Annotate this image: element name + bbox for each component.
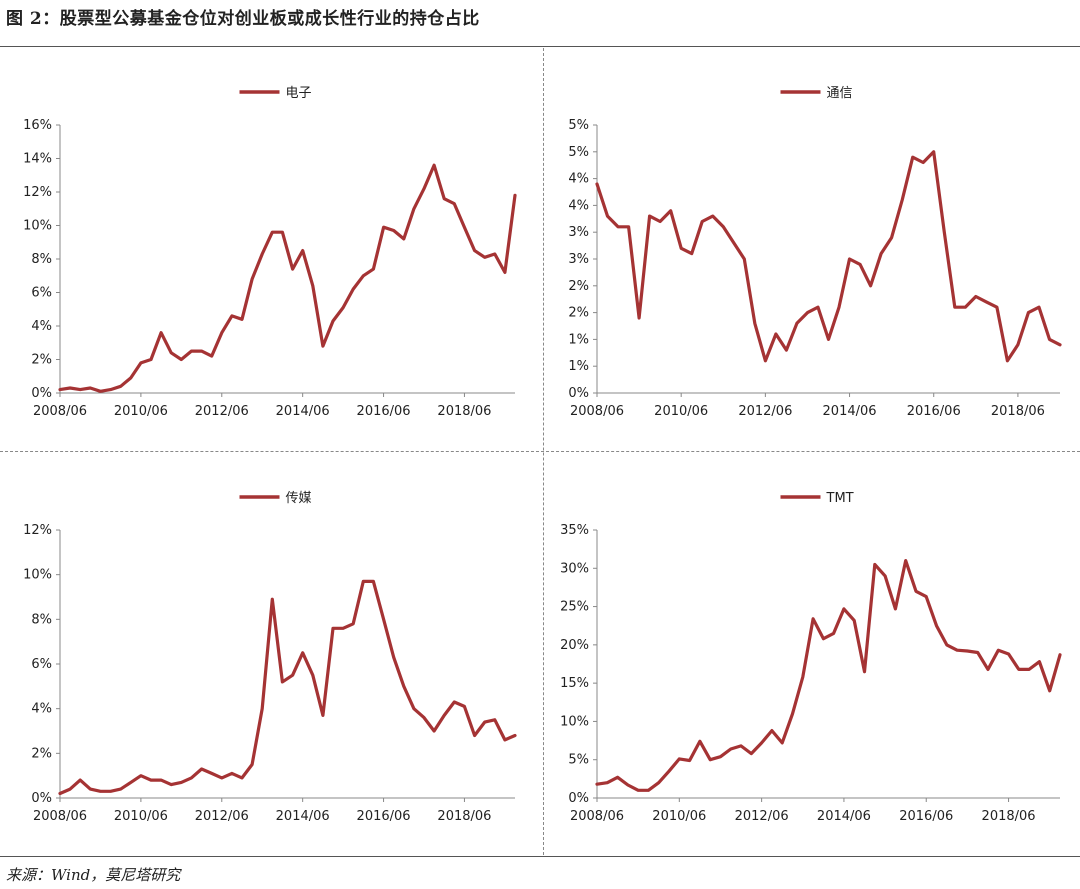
legend-label: 电子 bbox=[286, 86, 312, 101]
y-tick-label: 2% bbox=[568, 279, 589, 294]
y-tick-label: 16% bbox=[23, 118, 52, 133]
y-tick-label: 0% bbox=[568, 791, 589, 806]
chart-telecom: 0% 1% 1% 2% 2% 3% 3% 4% 4% 5% 5% 2008/06 2010/06 2012… bbox=[568, 86, 1062, 419]
y-tick-label: 3% bbox=[568, 252, 589, 267]
figure-title: 图 2：股票型公募基金仓位对创业板或成长性行业的持仓占比 bbox=[6, 9, 480, 29]
x-tick-label: 2008/06 bbox=[33, 809, 87, 824]
legend-label: TMT bbox=[826, 491, 854, 506]
y-tick-label: 4% bbox=[568, 172, 589, 187]
y-tick-label: 2% bbox=[568, 306, 589, 321]
y-tick-label: 12% bbox=[23, 523, 52, 538]
bottom-rule bbox=[0, 856, 1080, 857]
y-tick-label: 12% bbox=[23, 185, 52, 200]
source-note: 来源：Wind，莫尼塔研究 bbox=[6, 866, 181, 884]
y-tick-label: 14% bbox=[23, 152, 52, 167]
x-tick-label: 2012/06 bbox=[195, 809, 249, 824]
series-line bbox=[595, 150, 1062, 363]
x-tick-label: 2008/06 bbox=[570, 404, 624, 419]
y-tick-label: 5% bbox=[568, 145, 589, 160]
x-tick-label: 2012/06 bbox=[195, 404, 249, 419]
y-tick-label: 35% bbox=[560, 523, 589, 538]
x-tick-label: 2010/06 bbox=[114, 809, 168, 824]
top-rule bbox=[0, 46, 1080, 47]
x-tick-label: 2016/06 bbox=[899, 809, 953, 824]
x-tick-label: 2014/06 bbox=[817, 809, 871, 824]
y-tick-label: 0% bbox=[31, 791, 52, 806]
series-line bbox=[595, 558, 1062, 792]
x-tick-label: 2012/06 bbox=[735, 809, 789, 824]
horizontal-divider bbox=[0, 451, 1080, 452]
y-tick-label: 0% bbox=[31, 386, 52, 401]
y-tick-label: 6% bbox=[31, 657, 52, 672]
y-tick-label: 25% bbox=[560, 600, 589, 615]
x-tick-label: 2008/06 bbox=[33, 404, 87, 419]
y-tick-label: 1% bbox=[568, 359, 589, 374]
y-tick-label: 15% bbox=[560, 676, 589, 691]
x-tick-label: 2016/06 bbox=[357, 809, 411, 824]
y-tick-label: 20% bbox=[560, 638, 589, 653]
y-tick-label: 10% bbox=[560, 714, 589, 729]
x-tick-label: 2018/06 bbox=[991, 404, 1045, 419]
x-tick-label: 2010/06 bbox=[652, 809, 706, 824]
x-tick-label: 2016/06 bbox=[907, 404, 961, 419]
y-tick-label: 2% bbox=[31, 353, 52, 368]
series-line bbox=[58, 579, 517, 796]
x-tick-label: 2010/06 bbox=[114, 404, 168, 419]
chart-media: 0% 2% 4% 6% 8% 10% 12% 2008/06 2010/06 2012/06 201… bbox=[23, 491, 517, 824]
x-tick-label: 2018/06 bbox=[437, 809, 491, 824]
x-tick-label: 2016/06 bbox=[357, 404, 411, 419]
y-tick-label: 3% bbox=[568, 225, 589, 240]
x-tick-label: 2008/06 bbox=[570, 809, 624, 824]
y-tick-label: 30% bbox=[560, 561, 589, 576]
y-tick-label: 6% bbox=[31, 286, 52, 301]
x-tick-label: 2010/06 bbox=[654, 404, 708, 419]
y-tick-label: 4% bbox=[31, 702, 52, 717]
x-tick-label: 2012/06 bbox=[738, 404, 792, 419]
x-tick-label: 2014/06 bbox=[276, 809, 330, 824]
y-tick-label: 8% bbox=[31, 612, 52, 627]
x-tick-label: 2014/06 bbox=[823, 404, 877, 419]
y-tick-label: 8% bbox=[31, 252, 52, 267]
x-tick-label: 2018/06 bbox=[982, 809, 1036, 824]
y-tick-label: 4% bbox=[568, 198, 589, 213]
y-tick-label: 10% bbox=[23, 219, 52, 234]
y-tick-label: 4% bbox=[31, 319, 52, 334]
series-line bbox=[58, 163, 517, 393]
x-tick-label: 2014/06 bbox=[276, 404, 330, 419]
y-tick-label: 10% bbox=[23, 568, 52, 583]
chart-tmt: 0% 5% 10% 15% 20% 25% 30% 35% 2008/06 2010/06 2012… bbox=[560, 491, 1062, 824]
y-tick-label: 5% bbox=[568, 118, 589, 133]
y-tick-label: 2% bbox=[31, 746, 52, 761]
y-tick-label: 0% bbox=[568, 386, 589, 401]
y-tick-label: 5% bbox=[568, 753, 589, 768]
y-tick-label: 1% bbox=[568, 332, 589, 347]
x-tick-label: 2018/06 bbox=[437, 404, 491, 419]
legend-label: 通信 bbox=[827, 86, 853, 101]
legend-label: 传媒 bbox=[286, 491, 312, 506]
chart-electronics: 0% 2% 4% 6% 8% 10% 12% 14% 16% 2008/06 2010/06 2012… bbox=[23, 86, 517, 419]
